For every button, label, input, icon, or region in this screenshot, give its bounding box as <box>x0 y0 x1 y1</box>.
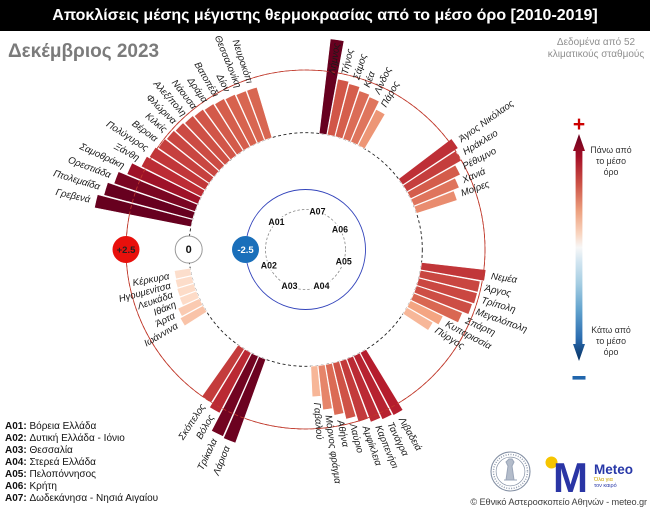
svg-text:Κέα: Κέα <box>362 70 378 89</box>
svg-text:το μέσο: το μέσο <box>596 156 626 166</box>
svg-text:A03: A03 <box>281 281 297 291</box>
svg-text:A07: A07 <box>309 206 325 216</box>
svg-text:A04: A04 <box>313 281 329 291</box>
svg-text:A02: A02 <box>261 260 277 270</box>
svg-text:A06: A06 <box>332 224 348 234</box>
svg-text:A01: A01 <box>268 217 284 227</box>
svg-text:Νεμέα: Νεμέα <box>490 271 518 286</box>
svg-text:+2.5: +2.5 <box>117 245 136 256</box>
svg-text:όρο: όρο <box>604 167 619 177</box>
svg-text:Πάνω από: Πάνω από <box>590 145 631 155</box>
svg-text:Λήμνος: Λήμνος <box>327 42 343 76</box>
svg-text:-2.5: -2.5 <box>237 245 254 256</box>
svg-text:0: 0 <box>186 244 192 256</box>
svg-text:τον καιρό: τον καιρό <box>594 482 617 489</box>
svg-text:Meteo: Meteo <box>594 462 633 477</box>
svg-text:Γρεβενά: Γρεβενά <box>54 187 91 206</box>
svg-text:Κάτω από: Κάτω από <box>591 325 631 335</box>
svg-text:A05: A05 <box>336 257 352 267</box>
svg-text:Γαβαλού: Γαβαλού <box>311 402 325 440</box>
svg-text:το μέσο: το μέσο <box>596 336 626 346</box>
svg-text:M: M <box>553 454 588 501</box>
svg-text:Όλα για: Όλα για <box>593 477 614 483</box>
svg-text:όρο: όρο <box>604 347 619 357</box>
svg-text:+: + <box>573 113 585 136</box>
